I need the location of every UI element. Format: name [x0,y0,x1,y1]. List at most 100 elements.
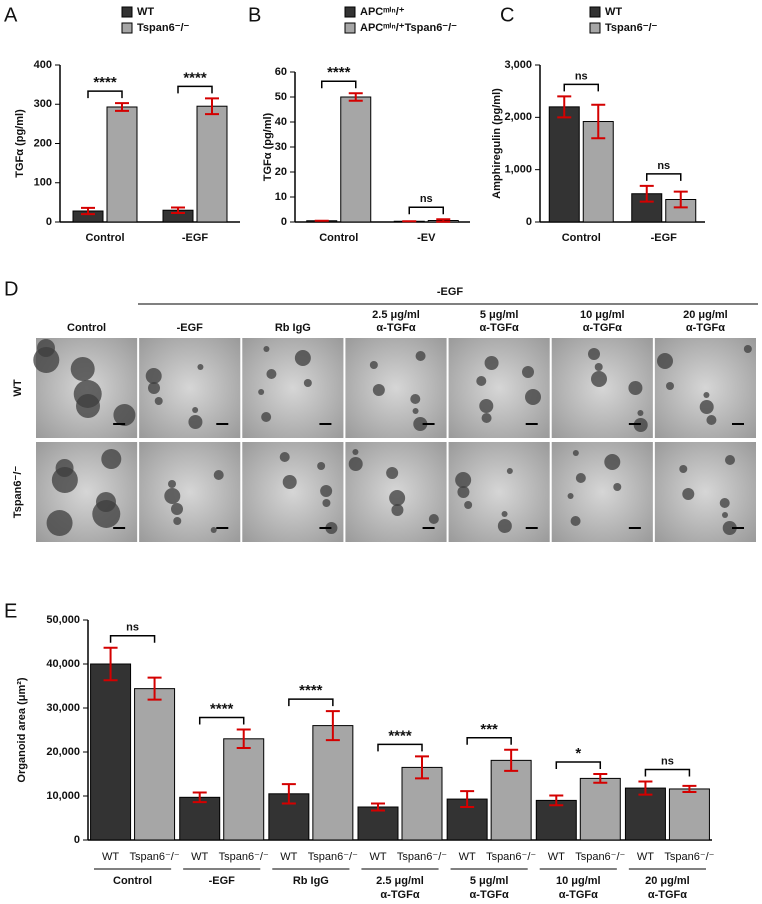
x-tick-label: α-TGFα [648,889,687,901]
y-axis-label: TGFα (pg/ml) [14,109,26,178]
y-axis-label: TGFα (pg/ml) [262,112,274,181]
organoid [479,399,494,413]
organoid [171,503,183,515]
significance-label: **** [183,69,207,86]
organoid [46,510,73,536]
organoid [484,356,499,370]
significance-bracket [377,743,423,752]
bar-label: WT [280,851,297,863]
significance-bracket [177,85,213,94]
column-label: 10 μg/ml [580,309,625,321]
x-tick-label: 10 μg/ml [556,875,601,887]
legend-label: WT [605,6,622,18]
organoid [258,389,265,395]
y-tick-label: 0 [281,216,287,228]
organoid [294,350,311,366]
organoid [369,361,378,369]
organoid [263,346,270,352]
bar-label: Tspan6⁻/⁻ [397,851,447,863]
organoid [604,454,621,470]
bar [134,688,176,841]
column-label: α-TGFα [583,322,622,334]
bar [340,96,372,223]
organoid [457,486,470,498]
bar-label: Tspan6⁻/⁻ [575,851,625,863]
organoid [525,389,541,405]
error-bar [103,646,118,682]
column-label: Control [67,322,106,334]
significance-bracket [466,737,512,745]
bar [357,806,399,841]
legend-swatch [589,6,601,18]
significance-label: *** [480,721,498,738]
legend-swatch [121,6,133,18]
y-tick-label: 400 [34,59,52,71]
organoid [575,473,586,483]
organoid [591,371,607,387]
organoid [501,511,508,517]
y-tick-label: 30 [275,141,287,153]
legend-label: Tspan6⁻/⁻ [605,22,658,34]
column-label: α-TGFα [376,322,415,334]
x-tick-label: -EGF [209,875,236,887]
organoid [148,382,160,394]
column-label: α-TGFα [480,322,519,334]
organoid [168,480,176,488]
legend-label: APCᵐⁱⁿ/⁺Tspan6⁻/⁻ [360,21,457,34]
significance-label: **** [299,682,323,699]
organoid [282,475,297,489]
column-label: α-TGFα [686,322,725,334]
x-tick-label: Control [85,232,124,244]
bar-label: WT [548,851,565,863]
organoid [628,381,643,395]
y-tick-label: 2,000 [504,111,532,123]
bar [90,663,132,841]
error-bar [504,748,519,772]
organoid [428,514,439,524]
error-bar [325,710,340,742]
error-bar [549,794,564,807]
error-bar [348,92,363,102]
bar-label: Tspan6⁻/⁻ [486,851,536,863]
organoid [320,485,333,497]
micrograph [448,338,550,438]
organoid [145,368,162,384]
significance-label: ns [657,160,670,172]
organoid [567,493,574,499]
error-bar [171,206,185,214]
y-tick-label: 50 [275,91,287,103]
bar [312,725,354,841]
organoid [572,450,579,456]
organoid [173,517,182,525]
organoid [410,394,421,404]
significance-bracket [87,90,123,99]
organoid [455,472,472,488]
organoid [154,397,163,405]
x-tick-label: 5 μg/ml [470,875,509,887]
organoid [164,488,181,504]
organoid [719,498,730,508]
organoid [725,455,735,465]
organoid [570,516,581,526]
error-bar [81,206,95,216]
organoid [679,465,688,473]
legend-swatch [344,22,356,34]
significance-bracket [408,206,444,215]
organoid [703,392,710,398]
x-tick-label: -EGF [651,232,678,244]
bar [196,105,228,223]
error-bar [236,728,251,750]
significance-bracket [555,761,602,769]
bar-label: Tspan6⁻/⁻ [664,851,714,863]
organoid [481,413,492,423]
organoid [682,488,695,500]
column-label: 2.5 μg/ml [372,309,420,321]
error-bar [205,97,219,116]
y-tick-label: 10 [275,191,287,203]
organoid [261,412,272,422]
organoid [743,345,752,353]
organoid [588,348,600,360]
significance-label: **** [93,74,117,91]
organoid [613,483,622,491]
panel-letter: C [500,4,514,26]
